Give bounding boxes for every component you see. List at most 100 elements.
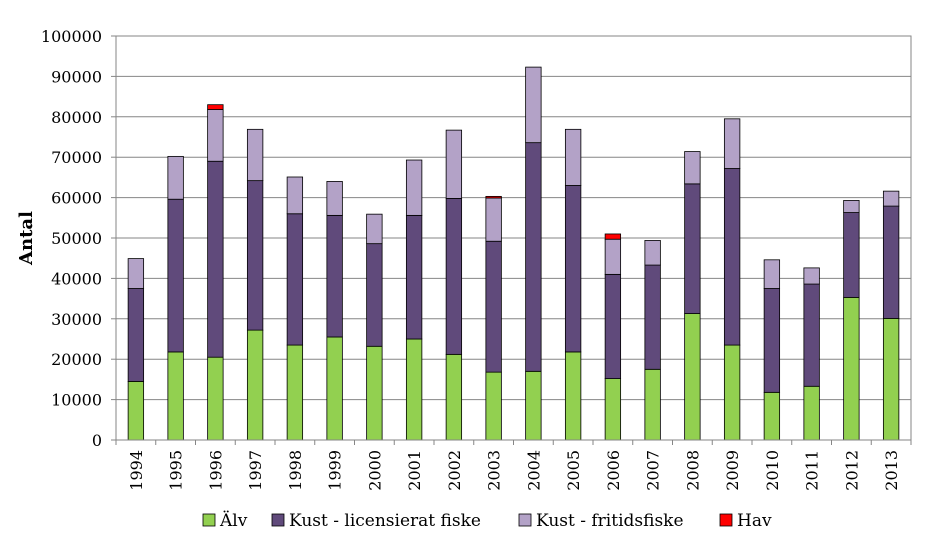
bar-segment-1998-0 xyxy=(286,344,304,441)
bar-segment-1996-2 xyxy=(207,109,224,162)
y-tick-label: 40000 xyxy=(51,269,102,288)
bar-segment-1994-1 xyxy=(127,288,145,382)
bar-segment-2005-2 xyxy=(564,128,582,186)
x-tick-label: 2006 xyxy=(604,450,623,491)
bar-segment-2010-1 xyxy=(763,288,781,393)
x-tick-label: 2008 xyxy=(683,450,702,491)
x-tick-label: 1998 xyxy=(286,450,305,491)
bar-segment-2006-3 xyxy=(604,233,622,240)
y-tick-label: 90000 xyxy=(51,67,102,86)
bar-segment-2012-1 xyxy=(843,212,860,298)
x-tick-label: 2011 xyxy=(803,450,822,491)
x-tick-label: 2012 xyxy=(842,450,861,491)
legend-label-0: Älv xyxy=(219,510,248,531)
x-tick-label: 2010 xyxy=(763,450,782,491)
y-tick-label: 30000 xyxy=(51,310,102,329)
legend-label-3: Hav xyxy=(737,511,772,531)
bars xyxy=(127,66,900,441)
bar-segment-2008-2 xyxy=(684,151,701,185)
bar-segment-2010-2 xyxy=(763,259,781,289)
legend-swatch-1 xyxy=(271,513,285,527)
x-tick-label: 1997 xyxy=(246,450,265,491)
bar-segment-2002-1 xyxy=(445,198,463,355)
bar-segment-1994-2 xyxy=(127,258,145,289)
legend-label-1: Kust - licensierat fiske xyxy=(289,511,481,531)
bar-segment-2001-1 xyxy=(405,214,423,340)
bar-segment-2005-0 xyxy=(564,351,582,441)
y-tick-label: 100000 xyxy=(41,27,102,46)
bar-segment-2013-2 xyxy=(882,190,900,207)
y-tick-label: 60000 xyxy=(51,189,102,208)
x-tick-label: 2004 xyxy=(524,450,543,491)
x-tick-label: 2005 xyxy=(564,450,583,491)
bar-segment-2012-0 xyxy=(843,296,860,441)
bar-segment-1999-2 xyxy=(326,181,343,216)
bar-segment-2002-0 xyxy=(445,353,463,441)
bar-segment-2007-0 xyxy=(644,368,661,441)
y-tick-label: 20000 xyxy=(51,350,102,369)
bar-segment-2008-0 xyxy=(684,313,701,441)
y-tick-labels: 0 10000 20000 30000 40000 50000 60000 70000 8000… xyxy=(41,27,102,450)
bar-segment-2006-0 xyxy=(604,378,622,441)
bar-segment-2000-2 xyxy=(366,213,383,245)
y-tick-label: 10000 xyxy=(51,391,102,410)
x-tick-label: 2007 xyxy=(644,450,663,491)
legend-swatch-0 xyxy=(202,513,216,527)
bar-segment-2009-1 xyxy=(723,168,741,346)
bar-segment-1995-0 xyxy=(167,351,184,441)
bar-segment-2011-2 xyxy=(803,267,820,285)
bar-segment-2002-2 xyxy=(445,129,463,199)
bar-segment-2012-2 xyxy=(843,200,860,213)
bar-segment-1994-0 xyxy=(127,381,145,441)
bar-segment-1997-0 xyxy=(246,329,264,441)
axes xyxy=(111,35,912,445)
bar-segment-2003-2 xyxy=(485,197,502,242)
bar-segment-2003-0 xyxy=(485,371,502,441)
x-tick-label: 2013 xyxy=(882,450,901,491)
bar-segment-2009-0 xyxy=(723,344,741,441)
bar-segment-1996-3 xyxy=(207,104,224,110)
y-tick-label: 80000 xyxy=(51,108,102,127)
bar-segment-2010-0 xyxy=(763,391,781,441)
x-tick-label: 2003 xyxy=(485,450,504,491)
x-tick-label: 1996 xyxy=(206,450,225,491)
legend-swatch-3 xyxy=(719,513,733,527)
bar-segment-1998-1 xyxy=(286,213,304,346)
bar-segment-2009-2 xyxy=(723,118,741,169)
x-tick-label: 1994 xyxy=(127,450,146,491)
y-axis-label: Antal xyxy=(16,211,37,266)
bar-segment-1998-2 xyxy=(286,176,304,215)
bar-segment-2013-1 xyxy=(882,205,900,319)
x-tick-label: 2002 xyxy=(445,450,464,491)
bar-segment-2003-1 xyxy=(485,240,502,373)
x-tick-label: 1999 xyxy=(326,450,345,491)
x-tick-label: 2000 xyxy=(365,450,384,491)
legend: Älv Kust - licensierat fiske Kust - fritid… xyxy=(202,510,772,531)
bar-segment-2013-0 xyxy=(882,317,900,441)
bar-segment-2004-2 xyxy=(525,66,542,144)
gridlines xyxy=(116,35,911,401)
bar-segment-2004-1 xyxy=(525,142,542,372)
bar-segment-1996-1 xyxy=(207,160,224,358)
y-tick-label: 50000 xyxy=(51,229,102,248)
bar-segment-2011-1 xyxy=(803,283,820,387)
bar-segment-1996-0 xyxy=(207,356,224,441)
bar-segment-2006-1 xyxy=(604,273,622,379)
bar-segment-2001-0 xyxy=(405,338,423,441)
x-tick-label: 2009 xyxy=(723,450,742,491)
bar-segment-2000-0 xyxy=(366,345,383,441)
legend-swatch-2 xyxy=(518,513,532,527)
bar-segment-2008-1 xyxy=(684,183,701,314)
bar-segment-2007-1 xyxy=(644,264,661,370)
bar-segment-2001-2 xyxy=(405,159,423,216)
y-tick-label: 0 xyxy=(92,431,102,450)
bar-segment-2005-1 xyxy=(564,185,582,353)
bar-segment-1997-1 xyxy=(246,180,264,331)
bar-segment-2011-0 xyxy=(803,385,820,441)
bar-segment-1999-0 xyxy=(326,336,343,441)
x-tick-labels: 1994 1995 1996 1997 1998 1999 2000 2001 2002 2003… xyxy=(127,450,901,491)
y-tick-label: 70000 xyxy=(51,148,102,167)
bar-segment-2004-0 xyxy=(525,370,542,441)
bar-segment-1997-2 xyxy=(246,128,264,182)
bar-segment-2006-2 xyxy=(604,238,622,275)
